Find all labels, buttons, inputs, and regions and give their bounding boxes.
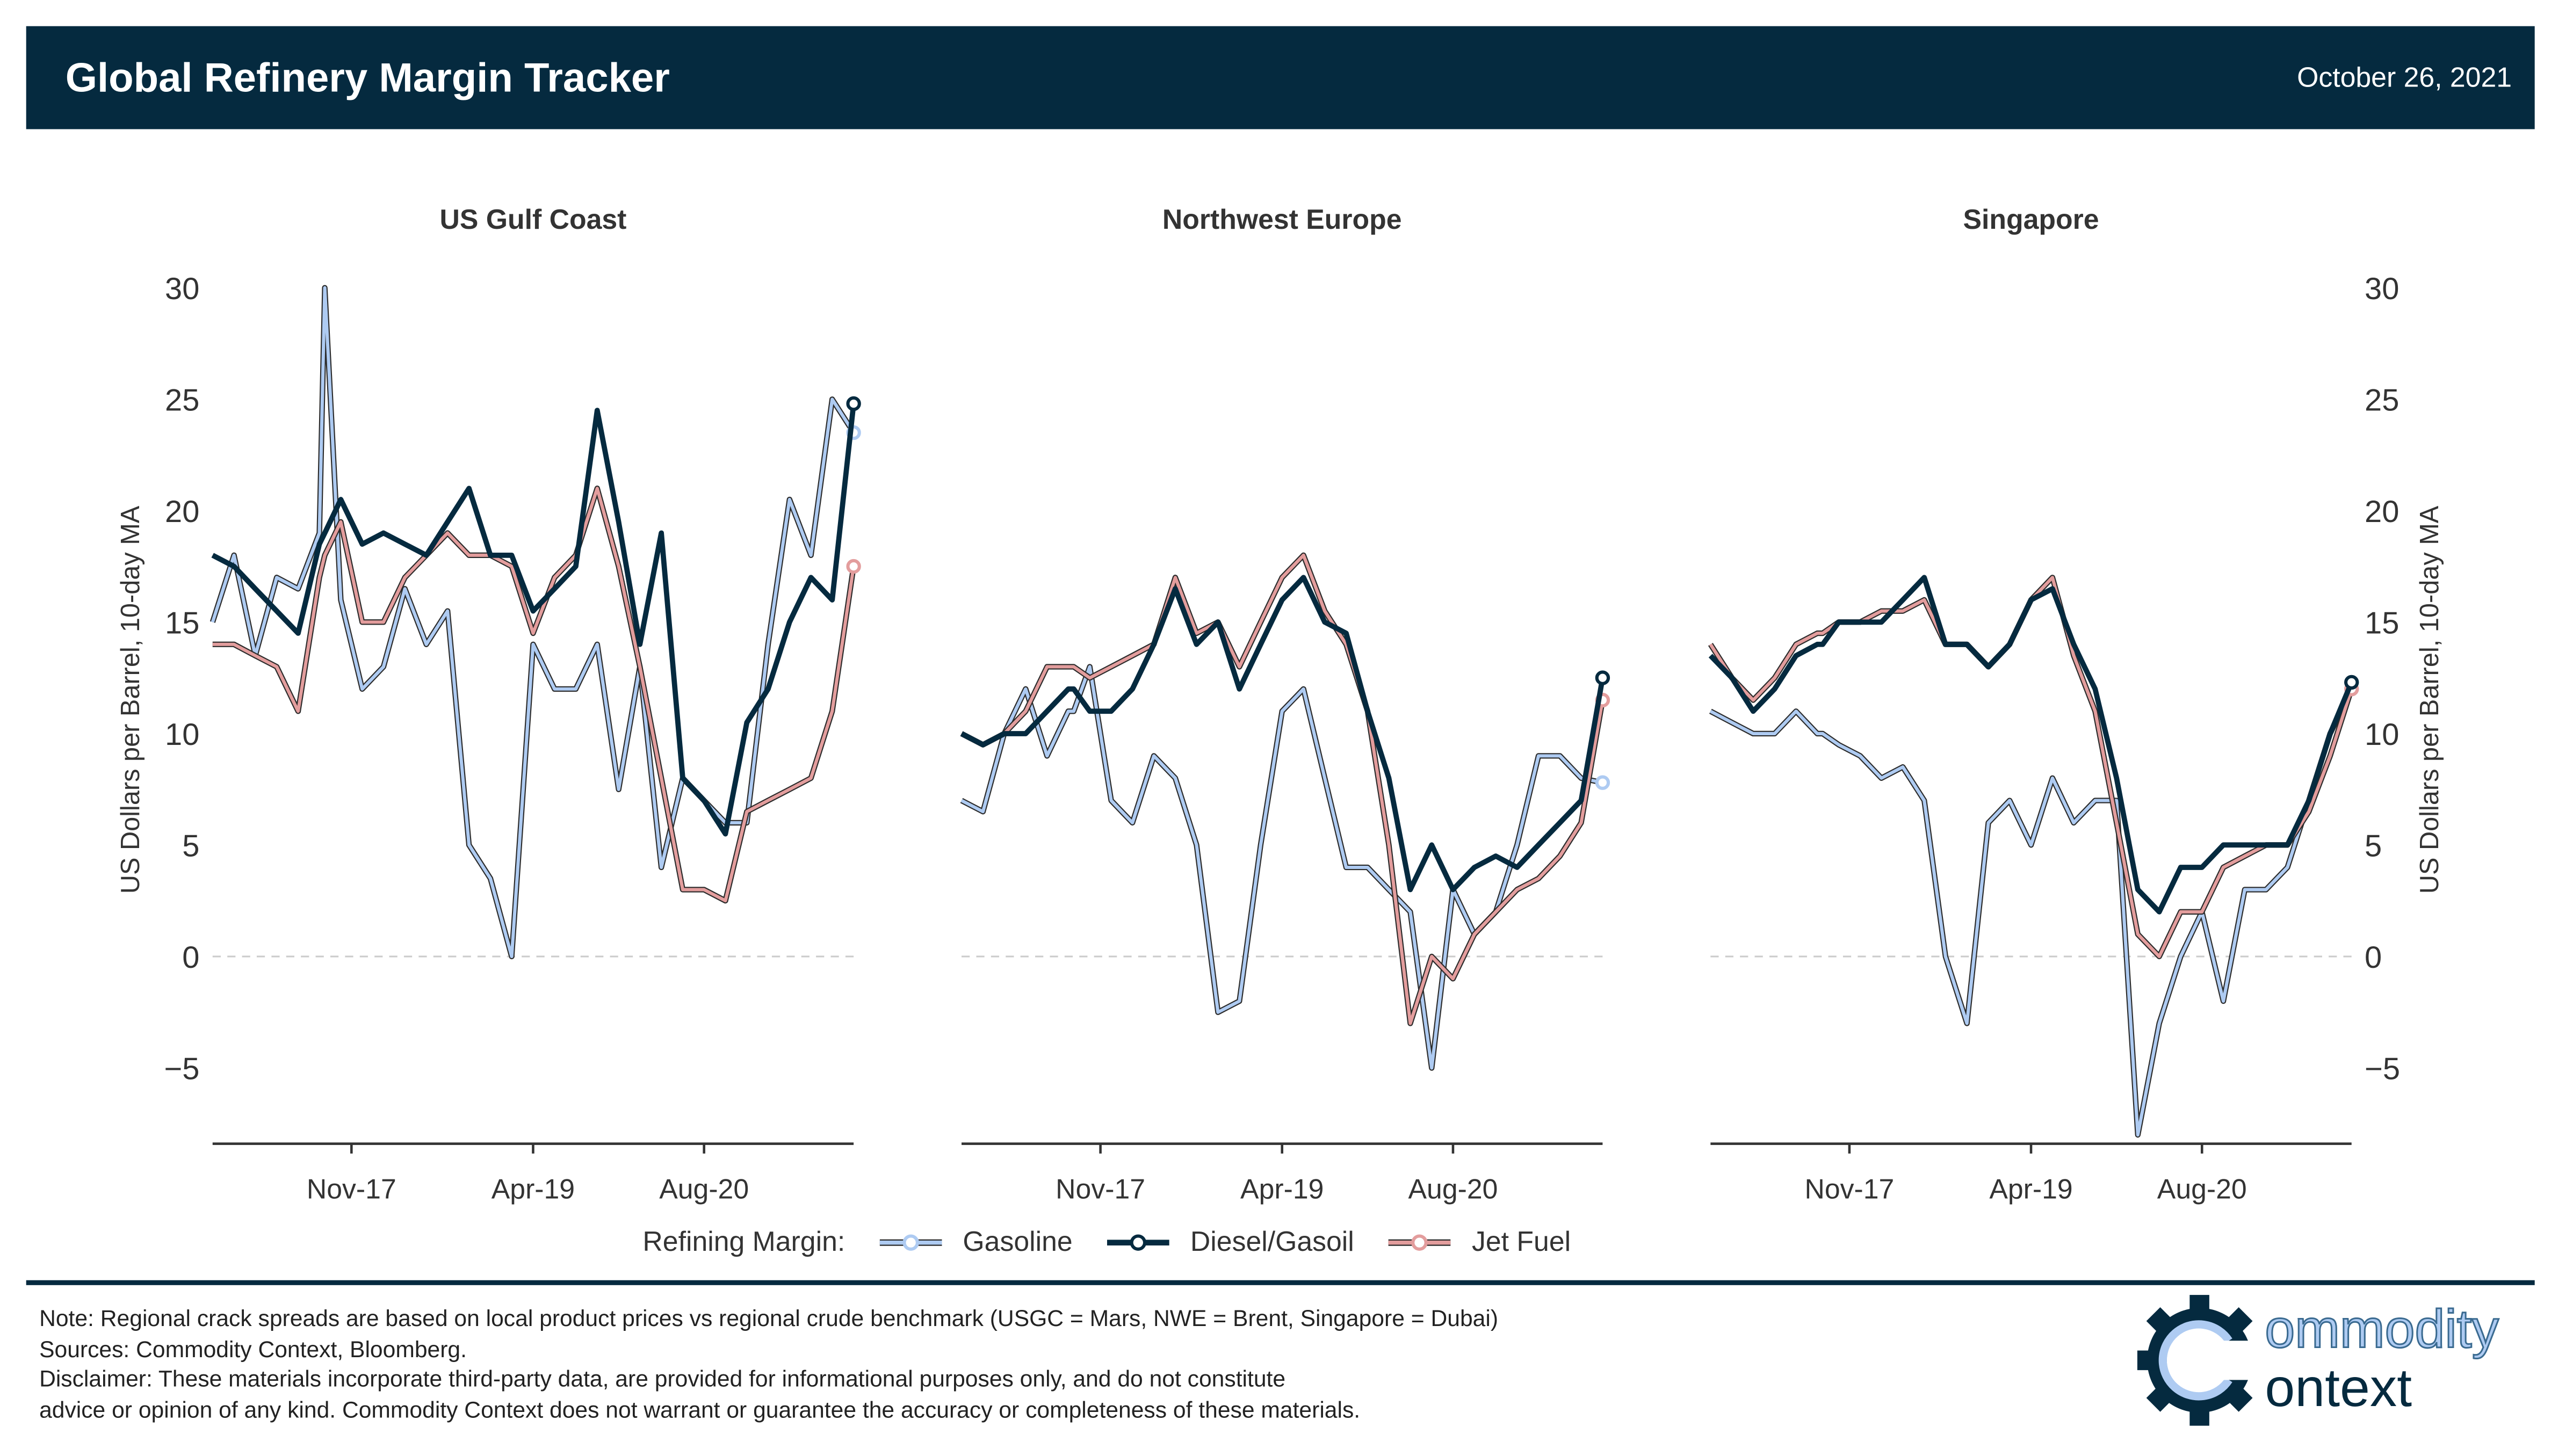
y-axis-title-left: US Dollars per Barrel, 10-day MA — [116, 505, 145, 894]
x-tick-label: Aug-20 — [659, 1173, 749, 1204]
legend-item-jet: Jet Fuel — [1387, 1226, 1571, 1259]
disclaimer-line-1: Disclaimer: These materials incorporate … — [39, 1365, 1286, 1392]
y-tick-label-right: 25 — [2365, 383, 2399, 418]
diesel-swatch-icon — [1107, 1234, 1169, 1251]
panel-title: Singapore — [1963, 204, 2099, 235]
y-tick-label-left: 0 — [182, 940, 199, 975]
x-tick-label: Nov-17 — [1804, 1173, 1894, 1204]
logo-text-context: ontext — [2265, 1357, 2412, 1418]
gasoline-line — [1709, 688, 2353, 1137]
report-date: October 26, 2021 — [2297, 62, 2512, 93]
sources-text: Sources: Commodity Context, Bloomberg. — [39, 1335, 467, 1361]
diesel-last-point — [2344, 675, 2359, 690]
y-tick-label-left: 10 — [165, 718, 199, 752]
diesel-line — [211, 403, 856, 837]
diesel-last-point — [846, 396, 861, 411]
y-axis-title-right: US Dollars per Barrel, 10-day MA — [2415, 505, 2444, 894]
gasoline-last-point — [1595, 775, 1610, 790]
panel-us-gulf-coast: US Gulf Coast Nov-17 Apr-19 Aug-20 — [209, 204, 861, 1204]
footer-divider — [26, 1280, 2535, 1285]
y-tick-label-left: 25 — [165, 383, 199, 418]
y-tick-label-right: 20 — [2365, 495, 2399, 529]
panel-singapore: Singapore Nov-17 Apr-19 Aug-20 — [1708, 204, 2359, 1204]
gasoline-line-outline — [1709, 687, 2354, 1138]
diesel-line — [960, 575, 1606, 893]
legend-text-jet: Jet Fuel — [1472, 1226, 1571, 1258]
y-tick-label-right: 5 — [2365, 829, 2382, 864]
x-tick-label: Apr-19 — [492, 1173, 575, 1204]
x-tick-label: Nov-17 — [307, 1173, 396, 1204]
y-tick-label-right: 10 — [2365, 718, 2399, 752]
gasoline-line-outline — [960, 664, 1603, 1071]
jet-line-outline — [212, 486, 857, 904]
legend-item-gasoline: Gasoline — [878, 1226, 1073, 1259]
y-tick-label-right: 15 — [2365, 606, 2399, 641]
legend-text-gasoline: Gasoline — [963, 1226, 1073, 1258]
gasoline-line — [211, 286, 855, 958]
x-tick-label: Apr-19 — [1989, 1173, 2072, 1204]
gasoline-line-outline — [209, 285, 856, 960]
logo-text-commodity: ommodity — [2264, 1298, 2500, 1360]
gasoline-swatch-icon — [879, 1234, 942, 1251]
jet-line — [960, 553, 1605, 1025]
jet-line-outline — [1708, 575, 2354, 960]
panel-northwest-europe: Northwest Europe Nov-17 Apr-19 Aug-20 — [960, 204, 1610, 1204]
x-tick-label: Apr-19 — [1240, 1173, 1324, 1204]
page-title: Global Refinery Margin Tracker — [65, 55, 670, 102]
gear-c-logo-icon — [2137, 1295, 2265, 1426]
y-tick-label-right: 30 — [2365, 272, 2399, 306]
legend-item-diesel: Diesel/Gasoil — [1105, 1226, 1354, 1259]
y-tick-label-left: −5 — [164, 1052, 199, 1086]
jet-line — [212, 487, 856, 903]
note-text: Note: Regional crack spreads are based o… — [39, 1305, 1499, 1331]
jet-last-point — [846, 559, 861, 574]
y-tick-label-left: 5 — [182, 829, 199, 864]
panel-title: US Gulf Coast — [439, 204, 626, 235]
commodity-context-logo: ommodity ontext — [2134, 1292, 2527, 1429]
header-bar: Global Refinery Margin Tracker October 2… — [26, 26, 2535, 129]
x-tick-label: Aug-20 — [1408, 1173, 1498, 1204]
y-tick-label-left: 15 — [165, 606, 199, 641]
x-tick-label: Nov-17 — [1056, 1173, 1145, 1204]
legend-label: Refining Margin: — [642, 1226, 845, 1258]
jet-line-outline — [960, 552, 1606, 1026]
jet-line — [1709, 576, 2353, 958]
x-tick-label: Aug-20 — [2157, 1173, 2247, 1204]
y-tick-label-right: −5 — [2365, 1052, 2400, 1086]
y-tick-label-right: 0 — [2365, 940, 2382, 975]
panel-title: Northwest Europe — [1162, 204, 1402, 235]
legend-text-diesel: Diesel/Gasoil — [1190, 1226, 1354, 1258]
diesel-last-point — [1595, 670, 1610, 685]
disclaimer-line-2: advice or opinion of any kind. Commodity… — [39, 1395, 1361, 1422]
jet-swatch-icon — [1388, 1234, 1451, 1251]
diesel-line — [1708, 575, 2354, 915]
y-tick-label-left: 30 — [165, 272, 199, 306]
y-tick-label-left: 20 — [165, 495, 199, 529]
legend: Refining Margin: Gasoline Diesel/Gasoil … — [642, 1226, 1571, 1259]
footer-notes: Note: Regional crack spreads are based o… — [39, 1303, 1498, 1424]
